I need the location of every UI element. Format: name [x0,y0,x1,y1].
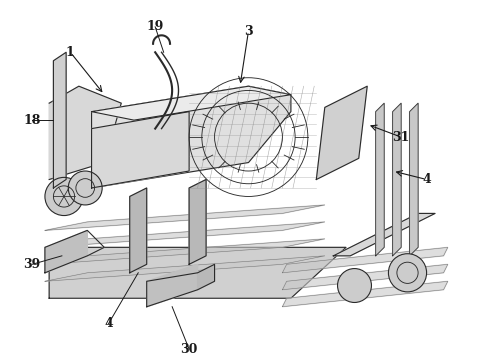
Polygon shape [92,86,291,120]
Polygon shape [45,256,325,281]
Text: 4: 4 [104,317,113,330]
Text: 39: 39 [24,258,41,271]
Polygon shape [45,247,104,273]
Polygon shape [333,214,435,256]
Text: 4: 4 [422,173,431,186]
Polygon shape [147,281,215,307]
Polygon shape [282,264,448,290]
Circle shape [68,171,102,205]
Text: 31: 31 [393,131,410,144]
Polygon shape [45,205,325,230]
Polygon shape [147,264,198,307]
Polygon shape [45,230,87,273]
Polygon shape [393,103,401,256]
Polygon shape [45,222,325,247]
Text: 30: 30 [180,342,198,356]
Circle shape [337,269,372,303]
Polygon shape [49,86,121,180]
Polygon shape [282,247,448,273]
Polygon shape [130,188,147,273]
Text: 1: 1 [66,46,75,59]
Polygon shape [316,86,367,180]
Text: 18: 18 [24,114,41,127]
Polygon shape [92,112,189,188]
Polygon shape [198,264,215,290]
Polygon shape [92,86,291,188]
Polygon shape [49,247,346,298]
Polygon shape [376,103,384,256]
Polygon shape [282,281,448,307]
Circle shape [45,177,83,215]
Text: 3: 3 [244,24,253,38]
Text: 19: 19 [146,20,164,33]
Polygon shape [53,52,66,188]
Polygon shape [45,239,325,264]
Polygon shape [409,103,418,256]
Circle shape [388,254,427,292]
Polygon shape [189,180,206,264]
